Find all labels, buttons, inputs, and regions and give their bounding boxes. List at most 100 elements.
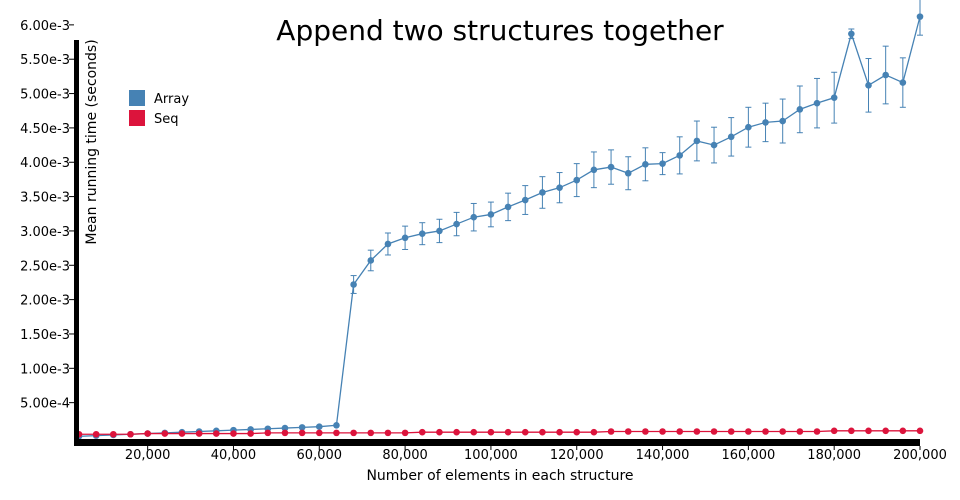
y-axis-line (74, 40, 79, 446)
data-point-seq (642, 428, 649, 435)
data-point-array (350, 281, 357, 288)
data-point-array (916, 13, 924, 20)
data-point-seq (693, 428, 701, 435)
data-point-seq (127, 430, 134, 438)
data-point-seq (315, 429, 323, 437)
y-tick-label: 5.00e-3 (20, 88, 70, 103)
x-tick-label: 40,000 (211, 448, 257, 463)
data-point-seq (813, 428, 821, 435)
data-point-array (453, 220, 460, 228)
data-point-seq (418, 428, 426, 436)
data-point-seq (144, 430, 151, 437)
data-point-seq (350, 429, 357, 437)
data-point-seq (178, 430, 186, 437)
data-point-array (384, 240, 392, 248)
x-tick-label: 100,000 (464, 448, 518, 463)
chart-title: Append two structures together (276, 14, 724, 47)
legend-swatch-array (129, 90, 145, 106)
data-point-array (590, 166, 598, 174)
data-point-seq (92, 430, 100, 438)
data-point-seq (436, 428, 443, 436)
data-point-seq (779, 428, 786, 435)
data-point-array (830, 94, 838, 101)
data-point-array (367, 257, 375, 264)
series-layer (75, 0, 924, 440)
x-tick-label: 60,000 (297, 448, 343, 463)
data-point-array (624, 169, 632, 177)
data-point-seq (899, 427, 907, 435)
data-point-seq (333, 429, 340, 437)
data-point-seq (590, 428, 598, 436)
data-point-seq (745, 428, 752, 435)
data-point-array (642, 161, 649, 168)
data-point-seq (882, 427, 889, 435)
data-point-seq (470, 428, 478, 436)
data-point-seq (556, 428, 563, 436)
data-point-array (539, 189, 546, 196)
data-point-array (693, 137, 701, 145)
data-point-seq (487, 428, 495, 436)
data-point-seq (521, 428, 529, 436)
data-point-seq (710, 428, 718, 435)
data-point-array (762, 119, 769, 126)
data-point-seq (195, 430, 203, 437)
y-tick-label: 5.00e-4 (20, 397, 70, 412)
data-point-array (659, 160, 666, 167)
data-point-array (487, 211, 495, 218)
data-point-seq (384, 429, 392, 437)
data-point-seq (676, 428, 684, 435)
y-tick-label: 3.00e-3 (20, 225, 70, 240)
data-point-seq (796, 428, 804, 435)
legend-label-seq: Seq (154, 112, 179, 127)
data-point-array (418, 230, 426, 237)
data-point-array (521, 196, 529, 204)
data-point-seq (762, 428, 769, 435)
x-tick-label: 80,000 (382, 448, 428, 463)
y-tick-label: 2.00e-3 (20, 294, 70, 309)
data-point-array (796, 106, 804, 113)
x-tick-label: 20,000 (125, 448, 171, 463)
x-tick-label: 120,000 (550, 448, 604, 463)
data-point-seq (659, 428, 666, 435)
y-axis-ticks: 5.00e-4 1.00e-3 1.50e-3 2.00e-3 2.50e-3 3.00e… (20, 19, 74, 412)
data-point-seq (281, 429, 289, 437)
data-point-seq (247, 430, 254, 437)
data-point-seq (624, 428, 632, 435)
data-point-array (848, 30, 855, 38)
data-point-array (779, 117, 786, 125)
series-array (75, 0, 924, 440)
legend-swatch-seq (129, 110, 145, 126)
series-line-array (78, 16, 921, 437)
data-point-seq (230, 430, 237, 437)
y-tick-label: 4.50e-3 (20, 122, 70, 137)
series-seq (75, 427, 924, 438)
data-point-array (607, 163, 615, 171)
data-point-array (727, 133, 735, 141)
data-point-array (436, 227, 443, 235)
data-point-seq (848, 427, 855, 435)
data-point-seq (453, 428, 460, 436)
data-point-seq (213, 430, 220, 437)
data-point-seq (865, 427, 872, 435)
data-point-seq (607, 428, 615, 435)
data-point-array (573, 176, 581, 184)
data-point-array (899, 79, 907, 86)
data-point-seq (367, 429, 375, 437)
data-point-seq (298, 429, 306, 437)
data-point-seq (830, 427, 838, 435)
data-point-array (504, 203, 512, 211)
data-point-array (298, 424, 306, 431)
x-tick-label: 140,000 (636, 448, 690, 463)
data-point-seq (161, 430, 169, 437)
data-point-array (882, 71, 889, 79)
data-point-seq (264, 429, 272, 437)
data-point-seq (110, 430, 117, 438)
data-point-array (676, 152, 684, 159)
y-tick-label: 6.00e-3 (20, 19, 70, 34)
data-point-array (281, 424, 289, 432)
data-point-seq (539, 428, 546, 436)
data-point-array (710, 141, 718, 149)
data-point-seq (916, 427, 924, 435)
x-axis-line (79, 439, 920, 446)
